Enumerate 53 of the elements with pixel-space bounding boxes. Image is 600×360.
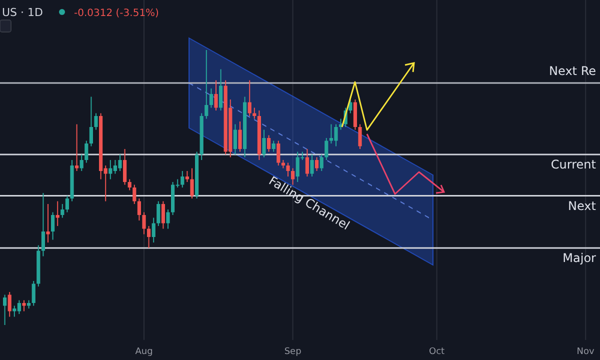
- candlestick: [305, 148, 309, 177]
- candlestick: [84, 140, 88, 164]
- candlestick: [152, 217, 156, 243]
- candlestick: [128, 178, 132, 191]
- chart-title: US · 1D: [2, 6, 43, 19]
- candlestick: [190, 168, 194, 199]
- candlestick: [137, 198, 141, 221]
- candlestick: [358, 124, 362, 150]
- candlestick: [65, 195, 69, 213]
- x-tick-label: Aug: [135, 347, 153, 357]
- candlestick: [3, 294, 7, 326]
- ref-line-label: Next Re: [549, 64, 596, 78]
- candlestick: [233, 124, 237, 155]
- candlestick: [56, 200, 60, 226]
- candlestick: [310, 154, 314, 177]
- x-tick-label: Sep: [284, 347, 302, 357]
- candlestick: [80, 154, 84, 172]
- ref-line-label: Next: [568, 198, 596, 213]
- ref-line-label: Major: [562, 251, 596, 265]
- candlestick: [209, 88, 213, 108]
- candlestick: [185, 170, 189, 182]
- candlestick: [276, 140, 280, 166]
- candlestick: [315, 156, 319, 172]
- candlestick: [60, 204, 64, 218]
- candlestick: [272, 140, 276, 152]
- candlestick: [238, 121, 242, 152]
- candlestick: [32, 280, 36, 306]
- candlestick: [8, 292, 12, 318]
- ref-line-label: Current: [550, 158, 596, 172]
- candlestick: [51, 212, 55, 240]
- candlestick: [219, 68, 223, 111]
- candlestick: [22, 300, 26, 312]
- candlestick: [324, 138, 328, 160]
- candlestick: [166, 209, 170, 230]
- candlestick: [248, 80, 252, 116]
- candlestick: [132, 184, 136, 204]
- candlestick: [46, 204, 50, 243]
- x-tick-label: Oct: [429, 347, 446, 357]
- candlestick: [267, 134, 271, 152]
- x-tick-label: Nov: [576, 347, 596, 357]
- candlestick: [161, 200, 165, 230]
- candlestick: [156, 200, 160, 226]
- candlestick: [142, 212, 146, 235]
- candlestick: [180, 170, 184, 188]
- candlestick: [75, 124, 79, 172]
- candlestick: [123, 148, 127, 186]
- candlestick: [286, 162, 290, 177]
- candlestick: [89, 96, 93, 147]
- candlestick: [94, 112, 98, 130]
- candlestick: [41, 192, 45, 257]
- candlestick: [147, 226, 151, 248]
- chart-subtitle: -0.0312 (-3.51%): [74, 8, 160, 19]
- candlestick: [262, 129, 266, 158]
